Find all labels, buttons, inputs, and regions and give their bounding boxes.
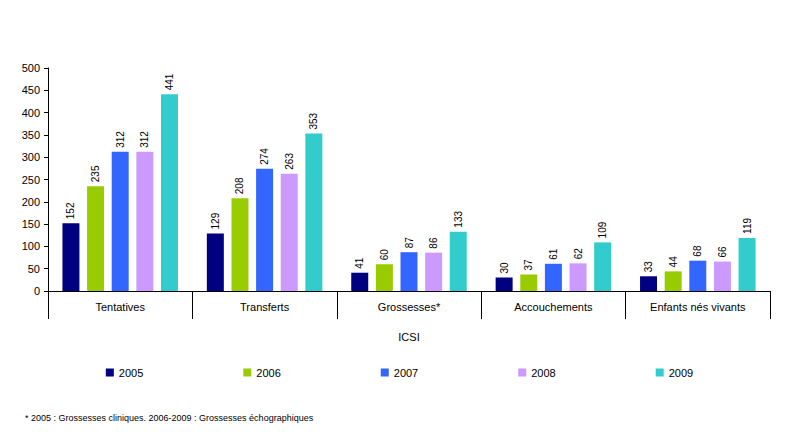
svg-text:0: 0: [34, 285, 40, 297]
svg-text:152: 152: [65, 202, 76, 219]
svg-text:66: 66: [717, 246, 728, 258]
svg-text:200: 200: [22, 196, 40, 208]
svg-text:129: 129: [210, 212, 221, 229]
svg-text:274: 274: [259, 148, 270, 165]
svg-text:2009: 2009: [669, 367, 693, 379]
svg-text:441: 441: [164, 73, 175, 90]
svg-text:86: 86: [428, 237, 439, 249]
svg-text:68: 68: [692, 245, 703, 257]
svg-text:133: 133: [453, 211, 464, 228]
svg-text:Grossesses*: Grossesses*: [378, 301, 441, 313]
svg-text:33: 33: [643, 261, 654, 273]
svg-text:2008: 2008: [531, 367, 555, 379]
svg-text:2007: 2007: [394, 367, 418, 379]
svg-text:450: 450: [22, 84, 40, 96]
svg-text:Tentatives: Tentatives: [95, 301, 145, 313]
svg-text:109: 109: [597, 221, 608, 238]
svg-text:37: 37: [523, 259, 534, 271]
svg-text:300: 300: [22, 151, 40, 163]
svg-text:61: 61: [548, 248, 559, 260]
svg-text:* 2005 : Grossesses cliniques.: * 2005 : Grossesses cliniques. 2006-2009…: [25, 413, 314, 423]
svg-text:208: 208: [234, 177, 245, 194]
svg-text:235: 235: [90, 165, 101, 182]
svg-text:Transferts: Transferts: [240, 301, 290, 313]
svg-text:ICSI: ICSI: [398, 331, 419, 343]
svg-text:Enfants nés vivants: Enfants nés vivants: [650, 301, 746, 313]
svg-text:30: 30: [499, 262, 510, 274]
svg-text:263: 263: [284, 153, 295, 170]
svg-text:50: 50: [28, 263, 40, 275]
svg-text:250: 250: [22, 174, 40, 186]
svg-text:400: 400: [22, 107, 40, 119]
svg-text:62: 62: [573, 248, 584, 260]
svg-text:Accouchements: Accouchements: [514, 301, 593, 313]
svg-text:41: 41: [354, 257, 365, 269]
svg-text:312: 312: [139, 131, 150, 148]
svg-text:2006: 2006: [256, 367, 280, 379]
svg-text:350: 350: [22, 129, 40, 141]
svg-text:150: 150: [22, 218, 40, 230]
svg-text:100: 100: [22, 240, 40, 252]
svg-text:353: 353: [308, 112, 319, 129]
svg-text:500: 500: [22, 62, 40, 74]
svg-text:44: 44: [668, 256, 679, 268]
svg-text:87: 87: [404, 237, 415, 249]
svg-text:2005: 2005: [119, 367, 143, 379]
svg-text:60: 60: [379, 249, 390, 261]
svg-text:119: 119: [742, 218, 753, 234]
svg-text:312: 312: [115, 131, 126, 148]
